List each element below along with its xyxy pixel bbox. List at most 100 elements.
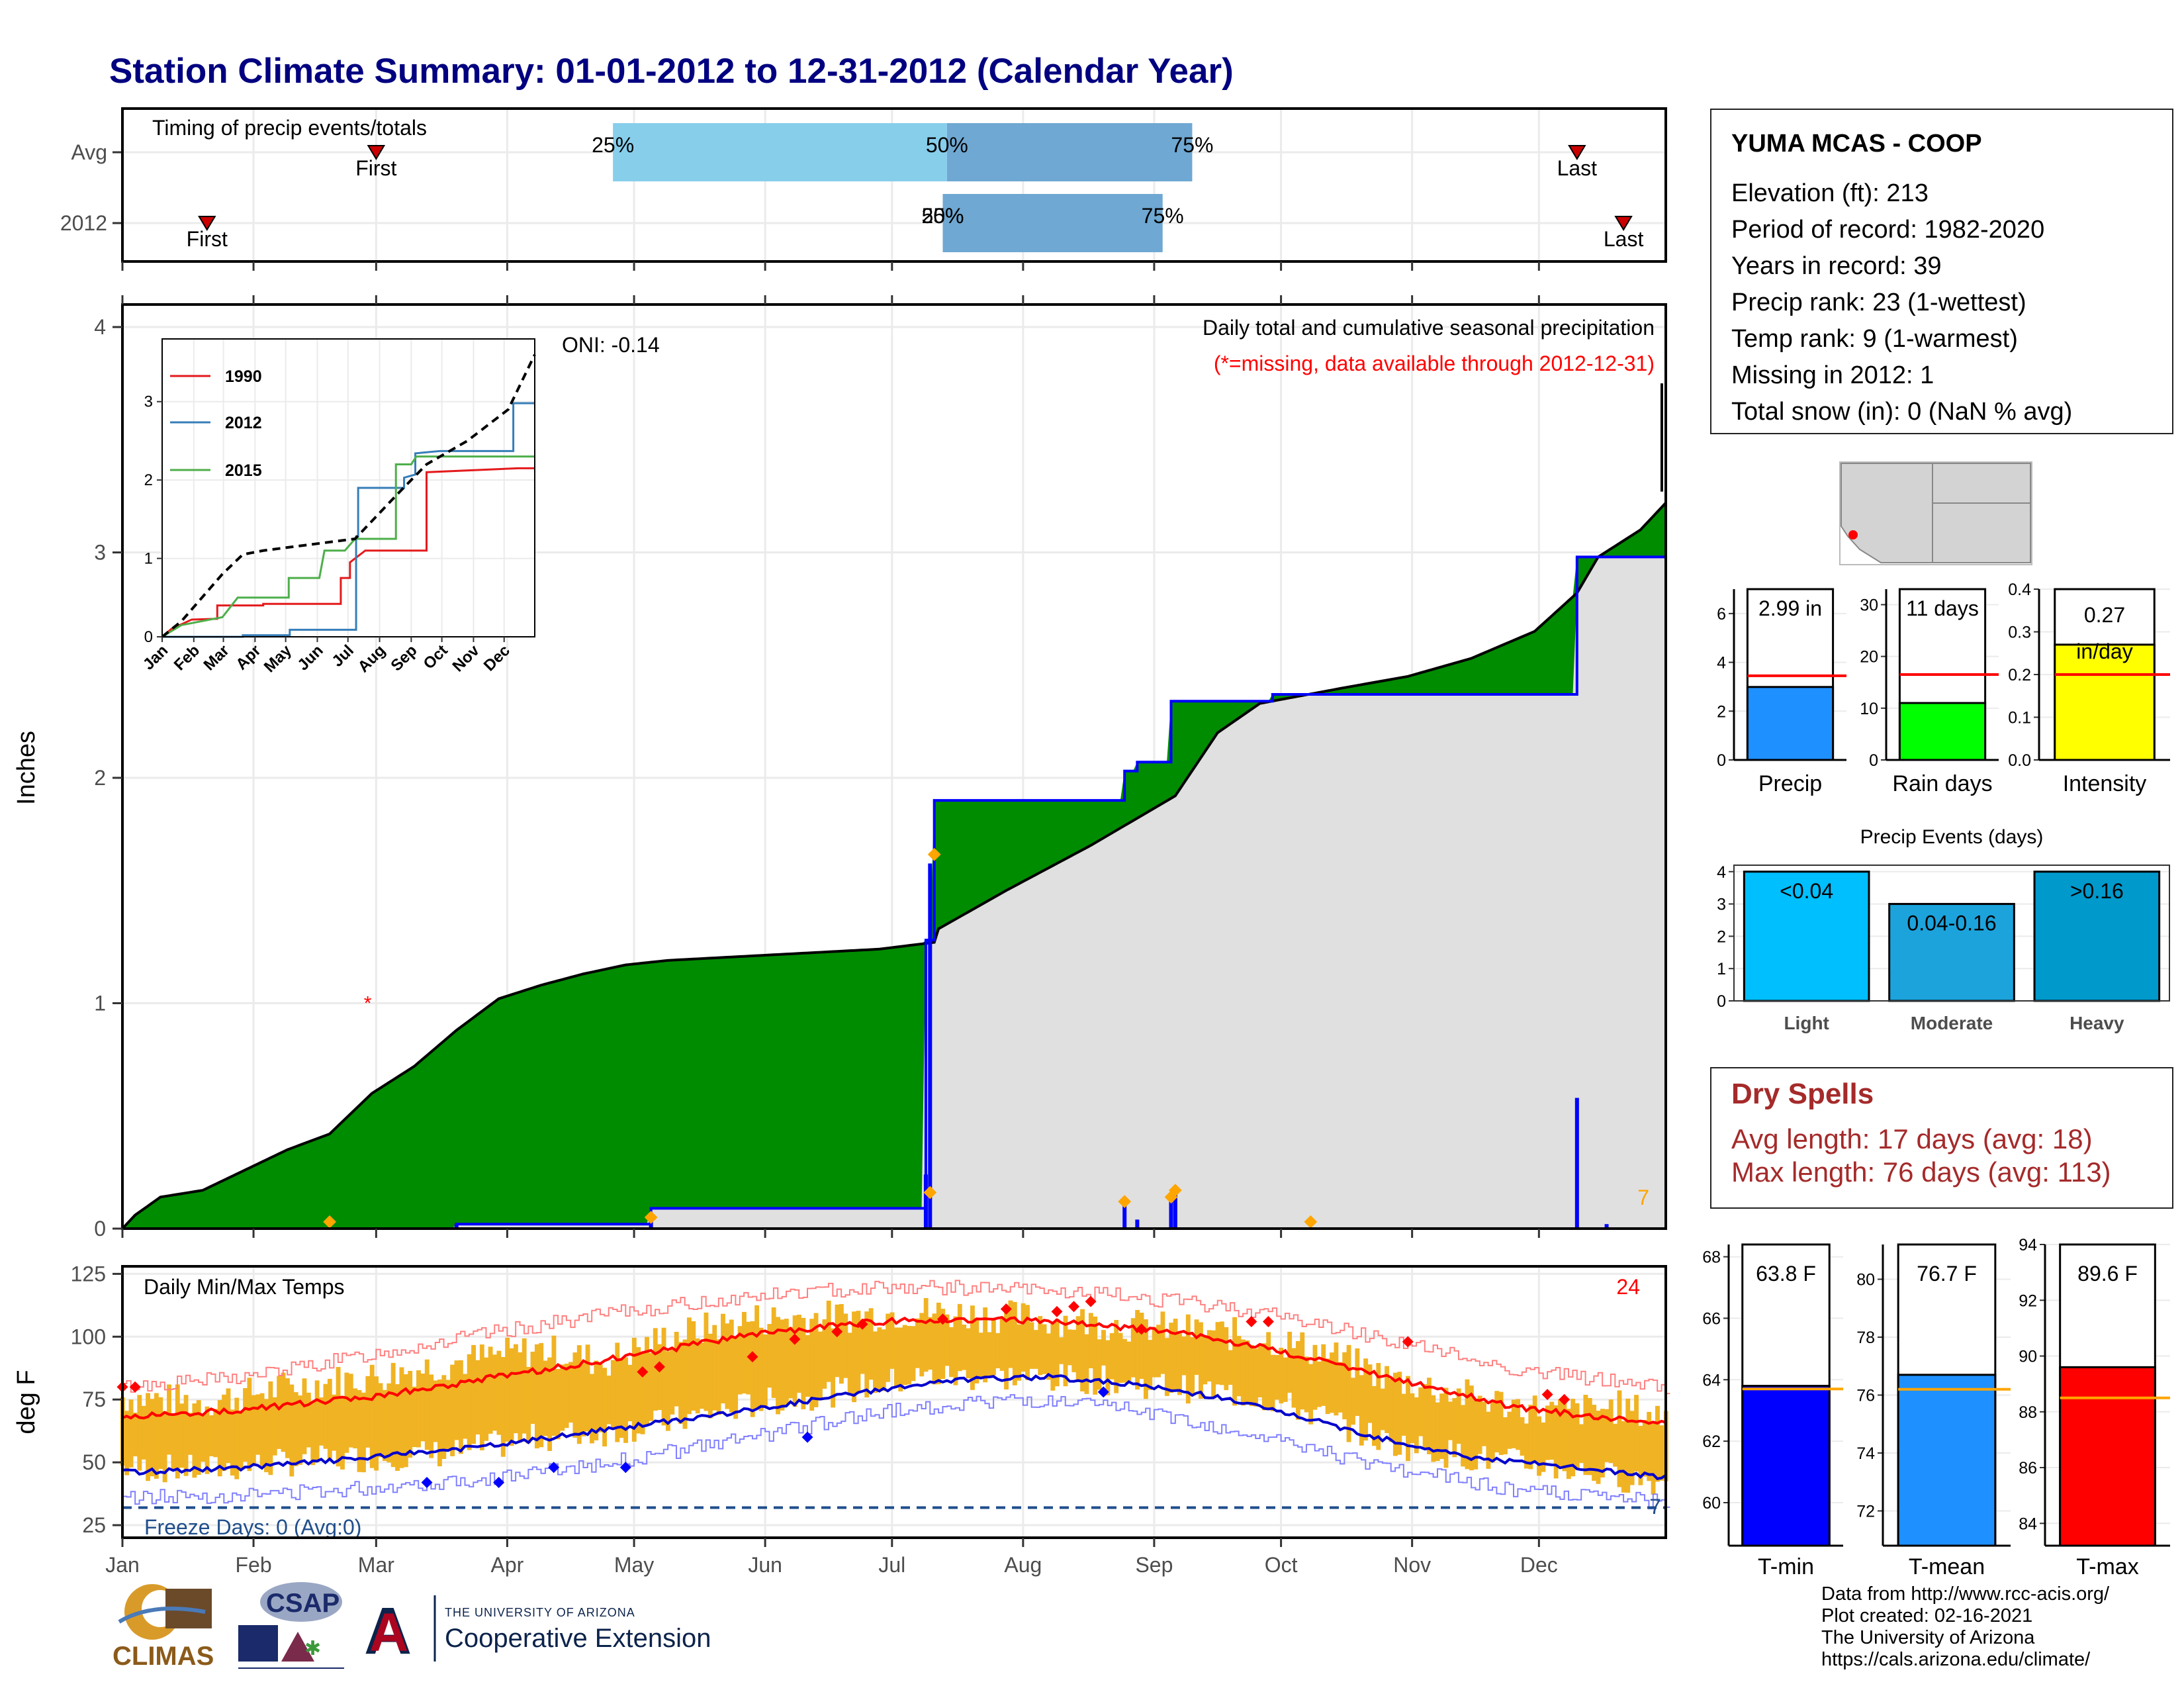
record-high-marker <box>789 1333 801 1345</box>
university-of-arizona-logo: A A THE UNIVERSITY OF ARIZONA Cooperativ… <box>364 1594 711 1668</box>
daily-temp-bar <box>201 1414 206 1462</box>
daily-temp-bar <box>1266 1332 1271 1410</box>
timing-first-label-2012: First <box>187 227 228 251</box>
daily-temp-bar <box>471 1344 476 1444</box>
daily-temp-bar <box>674 1331 679 1407</box>
record-low-marker <box>801 1431 813 1443</box>
daily-temp-bar <box>213 1409 218 1458</box>
totals_precip-value-bar <box>1746 686 1835 761</box>
month-label-Dec: Dec <box>1520 1553 1558 1577</box>
precip-ylabel: Inches <box>13 731 40 805</box>
csap-logo: CSAP ✱ <box>238 1582 344 1669</box>
daily-temp-bar <box>560 1364 565 1431</box>
daily-temp-bar <box>420 1373 426 1442</box>
totals_intensity-ytick-label: 0.3 <box>2008 624 2031 642</box>
daily-temp-bar <box>1228 1350 1233 1385</box>
totals_intensity-value-bar <box>2054 643 2156 761</box>
daily-temp-bar <box>150 1399 155 1477</box>
daily-temp-bar <box>310 1401 316 1466</box>
daily-temp-bar <box>1139 1312 1144 1380</box>
daily-temp-bar <box>518 1352 523 1443</box>
daily-temp-bar <box>1088 1313 1093 1369</box>
daily-temp-bar <box>1558 1399 1563 1468</box>
daily-temp-bar <box>1156 1325 1161 1378</box>
totals_raindays-ytick-label: 10 <box>1860 700 1878 718</box>
daily-temp-bar <box>1507 1411 1512 1449</box>
daily-temp-bar <box>598 1364 603 1432</box>
timing-panel-border <box>121 107 1667 263</box>
missing-day-marker: * <box>364 993 372 1015</box>
temp_tmin-ytick-label: 64 <box>1702 1371 1721 1389</box>
daily-temp-bar <box>1380 1388 1385 1430</box>
events-bar-label-light: <0.04 <box>1780 879 1833 903</box>
daily-temp-bar <box>822 1319 827 1389</box>
daily-temp-bar <box>1359 1375 1364 1446</box>
timing-last-marker-avg <box>1568 145 1586 160</box>
daily-temp-bar <box>1516 1399 1521 1450</box>
daily-temp-bar <box>729 1319 734 1413</box>
month-label-Mar: Mar <box>358 1553 394 1577</box>
daily-temp-bar <box>1392 1372 1398 1456</box>
totals_raindays-ytick-label: 0 <box>1869 751 1878 770</box>
daily-temp-bar <box>1418 1387 1424 1436</box>
events-bar-label-moderate: 0.04-0.16 <box>1907 912 1996 935</box>
temp_tmin-ytick-label: 66 <box>1702 1309 1721 1328</box>
timing-row-label: 2012 <box>60 211 107 235</box>
daily-temp-bar <box>1261 1343 1267 1411</box>
inset-series-line-2012 <box>162 402 535 638</box>
daily-temp-bar <box>894 1327 899 1386</box>
daily-temp-bar <box>750 1321 755 1417</box>
precip-annotation-missing: (*=missing, data available through 2012-… <box>1214 352 1655 375</box>
daily-temp-bar <box>1371 1385 1377 1446</box>
daily-temp-bar <box>234 1397 240 1479</box>
daily-temp-bar <box>645 1336 649 1426</box>
totals_precip-xlabel: Precip <box>1758 771 1822 796</box>
station-snow: Total snow (in): 0 (NaN % avg) <box>1731 398 2073 426</box>
daily-temp-bar <box>450 1364 455 1456</box>
daily-temp-bar <box>369 1364 375 1468</box>
temp_tmin-ytick-label: 62 <box>1702 1432 1721 1451</box>
daily-temp-bar <box>378 1383 383 1458</box>
dry-spells-title: Dry Spells <box>1731 1078 1874 1110</box>
climas-logo: CLIMAS <box>113 1584 214 1671</box>
daily-temp-bar <box>792 1315 797 1407</box>
temp_tmax-ytick-label: 88 <box>2019 1403 2037 1422</box>
month-label-May: May <box>614 1553 654 1577</box>
station-name: YUMA MCAS - COOP <box>1731 130 1982 158</box>
month-label-Apr: Apr <box>491 1553 524 1577</box>
month-label-Jun: Jun <box>748 1553 782 1577</box>
daily-temp-bar <box>167 1384 171 1455</box>
daily-temp-bar <box>653 1328 658 1411</box>
daily-temp-bar <box>264 1399 269 1472</box>
daily-temp-bar <box>1249 1344 1254 1407</box>
extreme-precip-marker <box>644 1211 658 1224</box>
daily-temp-bar <box>1494 1391 1500 1453</box>
daily-temp-bar <box>725 1323 730 1409</box>
daily-temp-bar <box>429 1374 434 1458</box>
daily-temp-bar <box>500 1356 506 1457</box>
daily-temp-bar <box>1486 1411 1491 1469</box>
daily-temp-bar <box>208 1415 214 1456</box>
daily-temp-bar <box>1130 1318 1136 1378</box>
csap-logo-text: CSAP <box>266 1589 340 1618</box>
precip-ytick-label: 4 <box>94 315 106 339</box>
daily-temp-bar <box>348 1374 353 1448</box>
daily-temp-bar <box>797 1315 801 1393</box>
timing-last-label-2012: Last <box>1604 227 1644 251</box>
daily-temp-bar <box>640 1352 645 1434</box>
inset-ytick-label: 2 <box>144 471 153 489</box>
totals_intensity-xlabel: Intensity <box>2063 771 2147 796</box>
daily-temp-bar <box>1063 1315 1068 1387</box>
extreme-precip-marker <box>1168 1184 1182 1197</box>
timing-bar-50-75-2012 <box>942 194 1163 252</box>
daily-temp-bar <box>1427 1378 1432 1454</box>
daily-temp-bar <box>306 1392 311 1448</box>
daily-temp-bar <box>1477 1395 1482 1454</box>
svg-text:A: A <box>364 1594 412 1668</box>
daily-temp-bar <box>1253 1348 1258 1407</box>
daily-temp-bar <box>818 1331 823 1401</box>
daily-temp-bar <box>1562 1401 1567 1472</box>
daily-temp-bar <box>1647 1411 1652 1481</box>
oni-label: ONI: -0.14 <box>562 333 660 357</box>
extreme-precip-marker <box>923 1186 937 1199</box>
